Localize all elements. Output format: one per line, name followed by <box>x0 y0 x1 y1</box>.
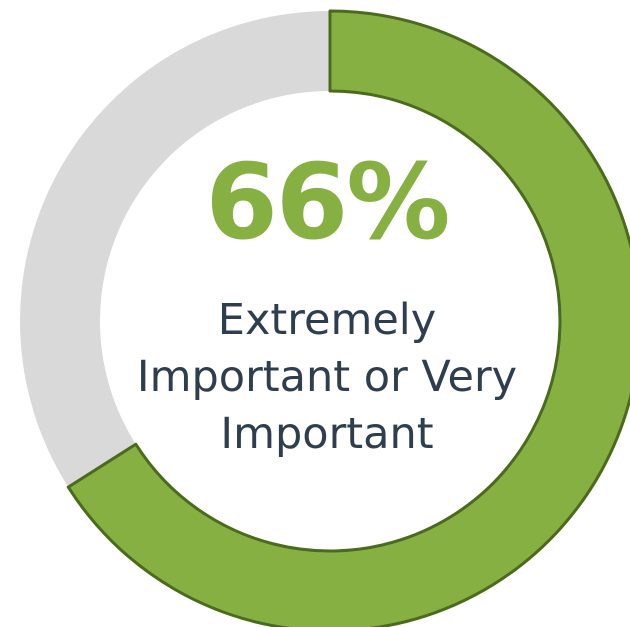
percentage-value: 66% <box>205 141 451 263</box>
donut-slice-highlight <box>66 9 630 627</box>
caption-line-3: Important <box>220 409 434 459</box>
chart-caption: Extremely Important or Very Important <box>0 292 630 463</box>
caption-line-2: Important or Very <box>136 352 518 402</box>
donut-slice-remainder <box>20 11 330 488</box>
caption-line-1: Extremely <box>217 295 437 345</box>
